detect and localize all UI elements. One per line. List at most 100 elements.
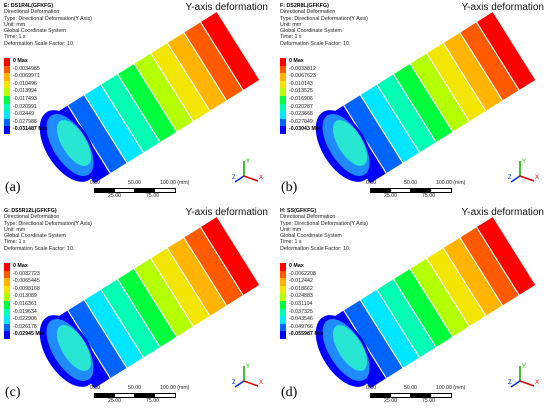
contour-band <box>443 32 502 111</box>
result-info-line: Type: Directional Deformation(Y Axis) <box>4 220 92 227</box>
legend-value: -0.0067623 <box>289 73 316 80</box>
contour-band <box>118 269 177 347</box>
result-info-line: Type: Directional Deformation(Y Axis) <box>280 15 368 22</box>
scale-bar: 0.00 50.00 100.00 (mm) 25.00 75.00 <box>366 385 476 407</box>
legend-value: -0.013994 <box>13 88 37 95</box>
result-info-line: Deformation Scale Factor: 10. <box>4 245 75 252</box>
contour-band <box>201 217 260 295</box>
triad-axis-label: Z <box>508 380 512 386</box>
contour-band <box>151 248 210 326</box>
result-info-line: Time: 1 s <box>280 239 302 246</box>
scale-tick-label: 75.00 <box>146 398 159 404</box>
scale-segment <box>430 393 452 398</box>
legend-swatch <box>280 285 286 294</box>
cylinder-contour-plot <box>315 12 536 184</box>
legend-swatch <box>280 293 286 301</box>
legend-swatch <box>4 323 10 332</box>
scale-bar: 0.00 50.00 100.00 (mm) 25.00 75.00 <box>90 180 200 202</box>
triad-axis-label: Z <box>232 175 236 181</box>
deformation-axis-label: Y-axis deformation <box>185 207 268 218</box>
contour-band <box>84 84 143 163</box>
scale-tick-label: 25.00 <box>108 398 121 404</box>
legend-value: 0 Max <box>289 263 304 269</box>
scale-tick-label: 50.00 <box>128 385 141 391</box>
legend-swatch <box>280 111 286 119</box>
coordinate-triad-icon: Y Z X <box>508 159 539 183</box>
scale-bar: 0.00 50.00 100.00 (mm) 25.00 75.00 <box>366 180 476 202</box>
legend-value: -0.023668 <box>289 111 313 118</box>
triad-axis-label: Z <box>508 175 512 181</box>
legend-swatch <box>280 103 286 112</box>
coordinate-triad-icon: Y Z X <box>232 364 263 388</box>
legend-value: -0.0069971 <box>13 73 40 80</box>
legend-swatch <box>280 316 286 324</box>
coordinate-triad-icon: Y Z X <box>232 159 263 183</box>
triad-axis-label: X <box>259 380 263 386</box>
legend-value: -0.043546 <box>289 316 313 323</box>
legend-value: 0 Max <box>289 58 304 64</box>
legend-value: -0.010496 <box>13 80 37 87</box>
result-info-line: Directional Deformation <box>4 9 60 16</box>
contour-band <box>394 269 453 347</box>
result-title: H: SS(GFKFG) <box>280 208 317 214</box>
contour-band <box>101 279 160 358</box>
triad-axis-label: Y <box>522 364 526 370</box>
cylinder-inner-depth <box>56 325 92 371</box>
contour-band <box>443 237 502 316</box>
triad-axis-label: X <box>259 175 263 181</box>
panel-label: (c) <box>5 385 21 400</box>
legend-value: -0.031487 Min <box>13 126 48 133</box>
legend-swatch <box>280 270 286 279</box>
contour-band <box>118 64 177 142</box>
scale-tick-label: 25.00 <box>384 193 397 199</box>
result-info-line: Directional Deformation <box>4 214 60 221</box>
legend-swatch <box>4 103 10 112</box>
result-header: G: DS5R12L(GFKFG) Directional Deformation… <box>4 208 92 252</box>
legend-value: -0.027988 <box>13 118 37 125</box>
scale-tick-label: 0.00 <box>90 180 101 186</box>
legend-value: -0.031104 <box>289 300 313 307</box>
contour-band <box>84 289 143 368</box>
legend-value: -0.020287 <box>289 103 313 110</box>
result-info-line: Deformation Scale Factor: 10. <box>280 245 351 252</box>
panel-label: (b) <box>281 180 298 195</box>
legend-value: -0.012442 <box>289 278 313 285</box>
legend-swatch <box>280 300 286 309</box>
deformation-axis-label: Y-axis deformation <box>461 2 544 13</box>
contour-band <box>477 217 536 295</box>
legend-swatch <box>4 126 10 134</box>
legend-value: -0.02449 <box>13 111 34 118</box>
legend-swatch <box>280 88 286 96</box>
cylinder-contour-plot <box>39 217 260 389</box>
cylinder-contour-plot <box>315 217 536 389</box>
scale-tick-label: 25.00 <box>108 193 121 199</box>
legend-swatch <box>4 270 10 279</box>
deformation-axis-label: Y-axis deformation <box>461 207 544 218</box>
legend-value: -0.022906 <box>13 316 37 323</box>
result-title: G: DS5R12L(GFKFG) <box>4 208 57 214</box>
legend-value: -0.020991 <box>13 103 37 110</box>
legend-value: -0.037325 <box>289 308 313 315</box>
result-header: F: DS2R8L(GFKFG) Directional Deformation T… <box>280 3 368 47</box>
triad-axis-label: Z <box>232 380 236 386</box>
legend-value: -0.0032723 <box>13 270 40 277</box>
legend-swatch <box>4 263 10 271</box>
contour-band <box>360 289 419 368</box>
result-info-line: Global Coordinate System <box>280 233 342 240</box>
legend-value: -0.019634 <box>13 308 37 315</box>
legend-swatch <box>280 80 286 89</box>
panel-3: G: DS5R12L(GFKFG) Directional Deformation… <box>0 205 274 409</box>
contour-band <box>344 300 403 378</box>
scale-tick-label: 100.00 (mm) <box>160 180 190 186</box>
result-info-line: Unit: mm <box>4 226 26 233</box>
contour-band <box>460 227 519 306</box>
legend-swatch <box>4 58 10 66</box>
legend-value: -0.0034985 <box>13 65 40 72</box>
legend-value: -0.0098168 <box>13 285 40 292</box>
contour-band <box>410 53 469 132</box>
contour-band <box>184 227 243 306</box>
legend-swatch <box>4 95 10 104</box>
scale-tick-label: 50.00 <box>404 180 417 186</box>
panel-label: (d) <box>281 385 298 400</box>
